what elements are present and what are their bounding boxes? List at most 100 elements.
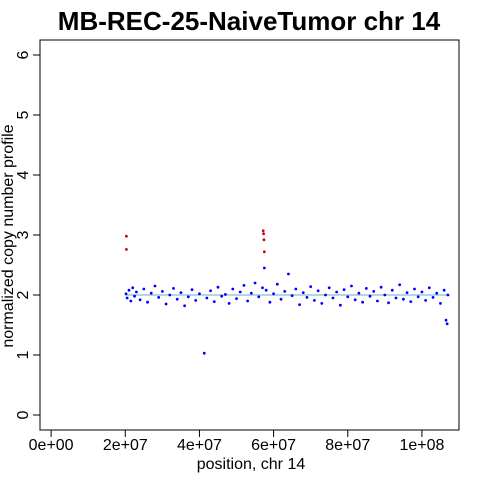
x-tick-label-0: 0e+00 xyxy=(29,437,74,454)
data-point-0-6 xyxy=(135,290,138,294)
data-point-0-54 xyxy=(309,285,313,288)
y-axis-label: normalized copy number profile xyxy=(0,124,17,347)
x-axis-label: position, chr 14 xyxy=(197,456,306,473)
plot-frame xyxy=(39,39,460,431)
data-point-0-85 xyxy=(424,299,428,302)
data-point-0-79 xyxy=(401,297,405,301)
data-point-0-84 xyxy=(420,290,424,294)
x-tick-label-2: 4e+07 xyxy=(177,437,222,454)
data-point-0-49 xyxy=(290,294,294,297)
data-point-1-3 xyxy=(262,232,265,236)
data-point-0-58 xyxy=(324,293,327,297)
data-point-0-29 xyxy=(220,294,224,298)
data-point-0-70 xyxy=(368,294,372,298)
data-point-0-88 xyxy=(435,291,439,295)
data-point-0-27 xyxy=(212,300,216,303)
data-point-0-46 xyxy=(279,297,283,301)
data-point-0-91 xyxy=(444,318,448,322)
y-tick-label-6: 6 xyxy=(15,50,32,59)
data-point-0-21 xyxy=(190,288,194,291)
data-point-0-62 xyxy=(338,303,342,307)
data-point-0-19 xyxy=(183,304,187,308)
data-point-0-0 xyxy=(124,292,128,296)
data-point-0-65 xyxy=(350,284,353,288)
data-point-0-64 xyxy=(346,295,350,299)
data-point-0-17 xyxy=(175,297,179,301)
data-point-0-71 xyxy=(372,290,376,293)
plot-area xyxy=(39,39,460,431)
data-point-0-51 xyxy=(298,303,301,306)
data-point-0-68 xyxy=(361,300,364,304)
data-point-0-36 xyxy=(246,299,250,303)
data-point-0-74 xyxy=(383,293,387,297)
data-point-0-59 xyxy=(327,286,331,290)
data-point-1-2 xyxy=(261,229,265,233)
data-point-0-53 xyxy=(305,296,309,299)
data-point-0-47 xyxy=(283,290,287,293)
data-point-0-26 xyxy=(209,289,212,293)
data-point-0-3 xyxy=(129,299,133,303)
y-tick-label-0: 0 xyxy=(15,410,32,419)
x-axis: 0e+00 2e+07 4e+07 6e+07 8e+07 1e+08 xyxy=(29,429,444,454)
data-point-0-23 xyxy=(198,292,201,296)
data-point-0-9 xyxy=(146,300,149,304)
data-point-0-32 xyxy=(231,287,235,291)
data-point-0-24 xyxy=(202,351,206,355)
data-point-1-5 xyxy=(262,250,266,254)
data-point-0-2 xyxy=(127,288,131,292)
data-point-0-31 xyxy=(227,302,231,305)
data-point-0-90 xyxy=(442,288,446,292)
data-point-1-4 xyxy=(262,238,266,242)
data-point-0-20 xyxy=(186,295,190,299)
data-point-0-75 xyxy=(387,301,390,305)
data-point-0-15 xyxy=(168,293,172,297)
data-point-0-67 xyxy=(357,291,361,295)
data-point-0-92 xyxy=(445,322,449,326)
data-point-1-1 xyxy=(124,248,128,251)
x-tick-label-3: 6e+07 xyxy=(251,437,296,454)
data-point-0-14 xyxy=(164,302,168,306)
data-point-0-33 xyxy=(235,297,238,300)
y-axis: 0 1 2 3 4 5 6 xyxy=(15,50,41,419)
data-point-0-86 xyxy=(427,286,431,290)
data-point-0-30 xyxy=(223,293,227,296)
data-point-0-43 xyxy=(268,300,272,304)
data-point-0-89 xyxy=(439,302,442,305)
data-point-0-57 xyxy=(320,302,324,305)
data-point-0-80 xyxy=(405,291,409,294)
data-point-0-25 xyxy=(205,296,209,300)
data-point-0-69 xyxy=(364,287,368,290)
x-tick-label-4: 8e+07 xyxy=(325,437,370,454)
data-point-0-73 xyxy=(379,285,383,289)
points-layer xyxy=(124,229,450,355)
data-point-0-66 xyxy=(353,298,357,302)
data-point-0-78 xyxy=(398,283,402,287)
data-point-0-55 xyxy=(312,299,316,302)
data-point-0-34 xyxy=(238,290,242,294)
data-point-1-0 xyxy=(124,234,128,238)
data-point-0-7 xyxy=(138,298,142,302)
data-point-0-48 xyxy=(287,272,290,276)
data-point-0-93 xyxy=(446,293,450,297)
data-point-0-63 xyxy=(342,288,346,291)
data-point-0-42 xyxy=(264,288,268,292)
y-tick-label-2: 2 xyxy=(15,290,32,299)
data-point-0-81 xyxy=(409,300,413,303)
data-point-0-76 xyxy=(390,288,394,292)
data-point-0-13 xyxy=(160,290,164,293)
data-point-0-50 xyxy=(294,287,298,291)
data-point-0-12 xyxy=(157,296,161,299)
data-point-0-35 xyxy=(242,284,246,287)
data-point-0-18 xyxy=(179,291,183,294)
y-tick-label-5: 5 xyxy=(15,110,32,119)
y-tick-label-1: 1 xyxy=(15,350,32,359)
data-point-0-38 xyxy=(253,281,257,285)
data-point-0-56 xyxy=(316,289,320,293)
data-point-0-28 xyxy=(216,285,220,289)
data-point-0-44 xyxy=(272,292,276,296)
data-point-0-11 xyxy=(153,284,157,288)
y-tick-label-4: 4 xyxy=(15,170,32,179)
x-tick-label-5: 1e+08 xyxy=(399,437,444,454)
data-point-0-60 xyxy=(331,296,335,300)
data-point-0-10 xyxy=(149,291,153,295)
